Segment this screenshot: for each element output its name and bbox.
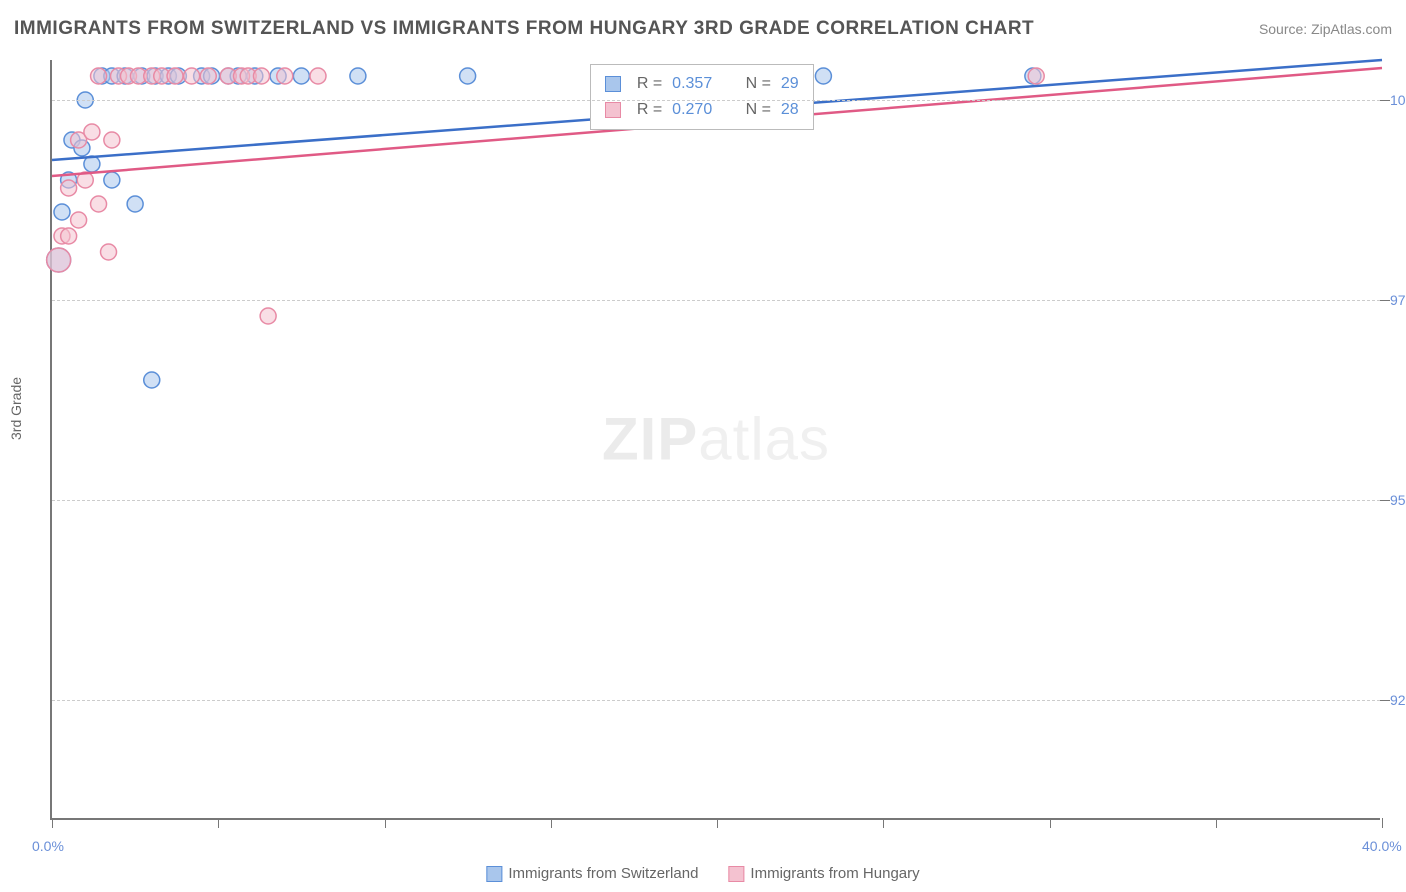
correlation-stat-box: R = 0.357 N = 29R = 0.270 N = 28 — [590, 64, 814, 130]
stat-row-swiss: R = 0.357 N = 29 — [605, 71, 799, 97]
chart-header: IMMIGRANTS FROM SWITZERLAND VS IMMIGRANT… — [14, 18, 1392, 40]
y-tick-label: 97.5% — [1390, 292, 1406, 308]
data-point-swiss — [460, 68, 476, 84]
tick-bottom — [218, 818, 219, 828]
swatch-swiss-icon — [486, 866, 502, 882]
data-point-hungary — [47, 248, 71, 272]
tick-right — [1380, 100, 1390, 101]
data-point-swiss — [293, 68, 309, 84]
data-point-hungary — [61, 180, 77, 196]
y-axis-title: 3rd Grade — [8, 377, 24, 440]
data-point-hungary — [310, 68, 326, 84]
tick-bottom — [883, 818, 884, 828]
data-point-hungary — [84, 124, 100, 140]
tick-bottom — [1382, 818, 1383, 828]
gridline-h — [52, 700, 1380, 701]
data-point-hungary — [1028, 68, 1044, 84]
data-point-swiss — [54, 204, 70, 220]
tick-bottom — [551, 818, 552, 828]
tick-bottom — [52, 818, 53, 828]
r-label: R = — [637, 71, 662, 97]
data-point-hungary — [200, 68, 216, 84]
data-point-swiss — [815, 68, 831, 84]
swatch-hungary-icon — [605, 102, 621, 118]
legend-item-hungary: Immigrants from Hungary — [728, 865, 919, 882]
bottom-legend: Immigrants from Switzerland Immigrants fr… — [486, 865, 919, 882]
tick-right — [1380, 700, 1390, 701]
legend-item-swiss: Immigrants from Switzerland — [486, 865, 698, 882]
x-tick-label: 0.0% — [32, 838, 64, 854]
swatch-hungary-icon — [728, 866, 744, 882]
y-tick-label: 100.0% — [1390, 92, 1406, 108]
r-value: 0.357 — [672, 71, 712, 97]
tick-bottom — [1216, 818, 1217, 828]
data-point-hungary — [260, 308, 276, 324]
y-tick-label: 92.5% — [1390, 692, 1406, 708]
gridline-h — [52, 500, 1380, 501]
legend-label: Immigrants from Hungary — [750, 865, 919, 882]
data-point-swiss — [127, 196, 143, 212]
data-point-hungary — [101, 244, 117, 260]
data-point-hungary — [277, 68, 293, 84]
tick-bottom — [1050, 818, 1051, 828]
tick-right — [1380, 500, 1390, 501]
data-point-hungary — [71, 212, 87, 228]
data-point-hungary — [61, 228, 77, 244]
data-point-hungary — [91, 196, 107, 212]
chart-title: IMMIGRANTS FROM SWITZERLAND VS IMMIGRANT… — [14, 18, 1034, 40]
data-point-swiss — [104, 172, 120, 188]
tick-bottom — [385, 818, 386, 828]
gridline-h — [52, 100, 1380, 101]
plot-area: ZIPatlas R = 0.357 N = 29R = 0.270 N = 2… — [50, 60, 1380, 820]
data-point-swiss — [350, 68, 366, 84]
gridline-h — [52, 300, 1380, 301]
swatch-swiss-icon — [605, 76, 621, 92]
tick-bottom — [717, 818, 718, 828]
chart-svg — [52, 60, 1380, 818]
data-point-hungary — [184, 68, 200, 84]
chart-source: Source: ZipAtlas.com — [1259, 21, 1392, 37]
data-point-hungary — [91, 68, 107, 84]
n-label: N = — [746, 71, 771, 97]
y-tick-label: 95.0% — [1390, 492, 1406, 508]
n-value: 29 — [781, 71, 799, 97]
tick-right — [1380, 300, 1390, 301]
data-point-hungary — [253, 68, 269, 84]
x-tick-label: 40.0% — [1362, 838, 1402, 854]
legend-label: Immigrants from Switzerland — [508, 865, 698, 882]
data-point-hungary — [104, 132, 120, 148]
data-point-hungary — [167, 68, 183, 84]
data-point-swiss — [144, 372, 160, 388]
